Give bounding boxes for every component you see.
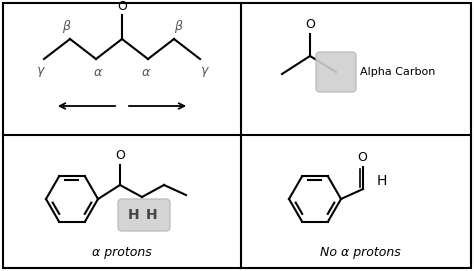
Text: β: β — [62, 20, 70, 33]
Text: Alpha Carbon: Alpha Carbon — [360, 67, 436, 77]
Text: H: H — [377, 174, 387, 188]
Text: α: α — [94, 66, 102, 79]
Text: α: α — [142, 66, 150, 79]
Text: H: H — [128, 208, 140, 222]
Text: O: O — [357, 151, 367, 164]
Text: β: β — [174, 20, 182, 33]
Text: O: O — [115, 149, 125, 162]
FancyBboxPatch shape — [118, 199, 170, 231]
Text: α protons: α protons — [92, 246, 152, 259]
Text: γ: γ — [201, 64, 208, 77]
Text: No α protons: No α protons — [319, 246, 401, 259]
Text: H: H — [146, 208, 158, 222]
Text: O: O — [305, 18, 315, 31]
Text: γ: γ — [36, 64, 44, 77]
FancyBboxPatch shape — [316, 52, 356, 92]
Text: O: O — [117, 0, 127, 13]
